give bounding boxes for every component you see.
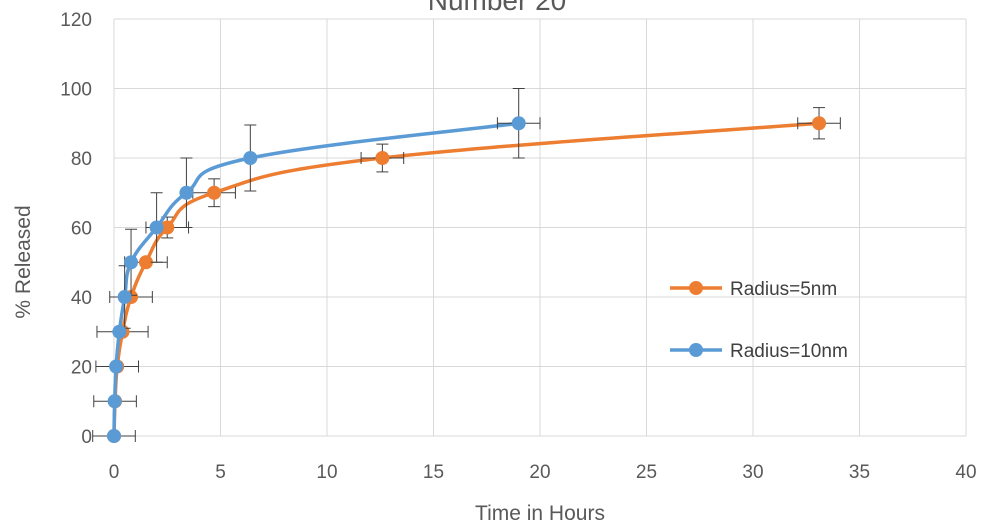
legend-swatch-marker [689, 281, 703, 295]
legend-swatch-marker [689, 343, 703, 357]
legend-item-2: Radius=10nm [670, 341, 848, 362]
y-tick-labels: 0 20 40 60 80 100 120 [60, 10, 92, 448]
x-tick-label: 40 [955, 462, 976, 483]
legend-label: Radius=5nm [730, 279, 837, 300]
y-tick-label: 60 [71, 219, 92, 240]
data-point [812, 116, 827, 131]
data-point [207, 185, 222, 200]
data-point [243, 151, 258, 165]
chart-title: Number 20 [428, 0, 567, 16]
x-tick-label: 15 [423, 462, 444, 483]
y-tick-label: 20 [71, 358, 92, 379]
data-point [107, 394, 122, 409]
data-point [124, 255, 139, 270]
series-2 [107, 88, 541, 443]
data-point [138, 255, 153, 270]
series-layer [92, 88, 841, 443]
y-tick-label: 80 [71, 149, 92, 170]
data-point [112, 324, 127, 339]
y-tick-label: 0 [81, 427, 92, 448]
data-point [107, 429, 121, 443]
data-point [149, 220, 164, 235]
legend-item-1: Radius=5nm [670, 279, 837, 300]
x-tick-labels: 0 5 10 15 20 25 30 35 40 [109, 462, 977, 483]
data-point [160, 220, 175, 235]
data-point [109, 359, 124, 374]
data-point [511, 116, 526, 131]
x-axis-label: Time in Hours [475, 502, 605, 524]
data-point [117, 290, 132, 304]
series-line [112, 121, 820, 437]
y-tick-label: 40 [71, 288, 92, 309]
x-tick-label: 35 [849, 462, 870, 483]
y-tick-label: 120 [60, 10, 92, 31]
x-tick-label: 0 [109, 462, 120, 483]
x-tick-label: 30 [742, 462, 763, 483]
x-tick-label: 10 [316, 462, 337, 483]
series-line [112, 121, 519, 437]
x-tick-label: 20 [529, 462, 550, 483]
legend-label: Radius=10nm [730, 341, 848, 362]
x-tick-label: 25 [636, 462, 657, 483]
data-point [179, 185, 194, 200]
chart-grid [113, 18, 967, 437]
y-tick-label: 100 [60, 80, 92, 101]
y-axis-label: % Released [12, 205, 35, 318]
legend: Radius=5nm Radius=10nm [670, 279, 848, 362]
x-tick-label: 5 [215, 462, 226, 483]
data-point [375, 151, 390, 165]
